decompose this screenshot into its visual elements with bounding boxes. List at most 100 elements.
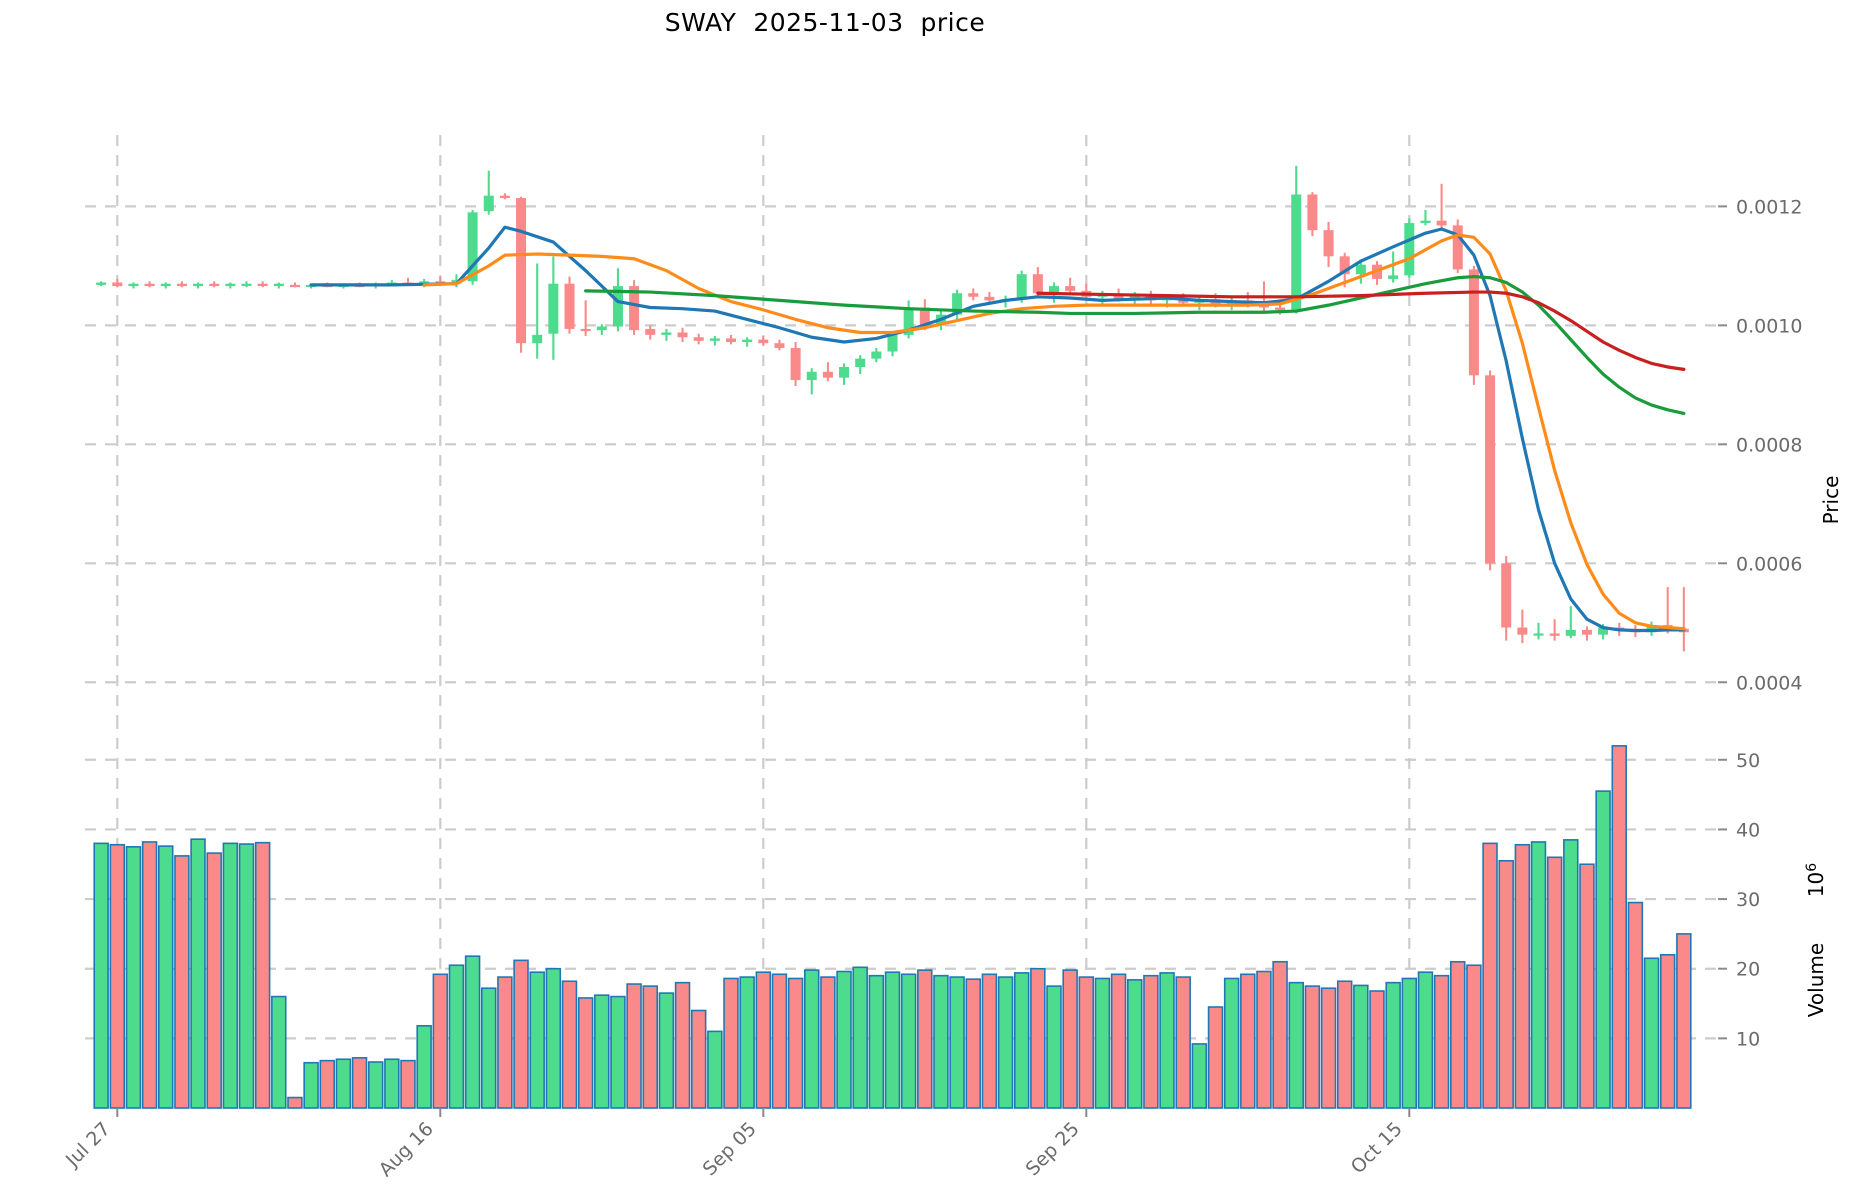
volume-bar[interactable] — [432, 973, 449, 1109]
candlestick[interactable] — [887, 332, 898, 357]
volume-bar[interactable] — [674, 981, 691, 1109]
volume-bar[interactable] — [884, 971, 901, 1109]
volume-bar[interactable] — [1046, 985, 1062, 1109]
volume-bar[interactable] — [1627, 901, 1644, 1109]
volume-bar[interactable] — [416, 1025, 432, 1109]
volume-bar[interactable] — [561, 980, 578, 1109]
volume-bar[interactable] — [755, 971, 772, 1109]
volume-bar[interactable] — [1013, 972, 1030, 1109]
volume-bar[interactable] — [529, 971, 545, 1109]
candlestick[interactable] — [1533, 622, 1544, 640]
candlestick[interactable] — [1501, 556, 1512, 641]
volume-bar[interactable] — [1450, 960, 1466, 1109]
volume-bar[interactable] — [965, 978, 981, 1109]
volume-bar[interactable] — [351, 1057, 368, 1109]
volume-bar[interactable] — [174, 855, 190, 1109]
candlestick[interactable] — [564, 276, 575, 334]
volume-bar[interactable] — [1676, 933, 1692, 1109]
volume-bar[interactable] — [1611, 745, 1627, 1109]
volume-bar[interactable] — [1595, 790, 1611, 1109]
candlestick[interactable] — [548, 256, 559, 360]
volume-bar[interactable] — [739, 976, 755, 1109]
volume-bar[interactable] — [367, 1061, 384, 1109]
volume-bar[interactable] — [868, 974, 885, 1109]
volume-bar[interactable] — [1579, 863, 1595, 1109]
volume-bar[interactable] — [1433, 974, 1450, 1109]
volume-bar[interactable] — [1159, 972, 1175, 1109]
volume-bar[interactable] — [1256, 970, 1272, 1109]
volume-bar[interactable] — [1320, 987, 1337, 1109]
candlestick[interactable] — [467, 209, 478, 285]
candlestick[interactable] — [903, 300, 914, 339]
volume-bar[interactable] — [1514, 843, 1531, 1109]
candlestick[interactable] — [596, 324, 607, 335]
volume-bar[interactable] — [545, 967, 562, 1109]
volume-bar[interactable] — [335, 1058, 352, 1109]
volume-bar[interactable] — [481, 987, 497, 1109]
candlestick[interactable] — [128, 282, 139, 289]
candlestick[interactable] — [273, 282, 284, 289]
volume-bar[interactable] — [852, 966, 868, 1109]
volume-bar[interactable] — [771, 973, 788, 1109]
volume-bar[interactable] — [981, 973, 998, 1109]
volume-bar[interactable] — [642, 985, 658, 1109]
candlestick[interactable] — [289, 282, 300, 288]
volume-bar[interactable] — [319, 1059, 335, 1109]
candlestick[interactable] — [241, 281, 252, 288]
volume-bar[interactable] — [1207, 1006, 1224, 1109]
candlestick[interactable] — [1549, 619, 1560, 641]
candlestick[interactable] — [1485, 370, 1496, 571]
candlestick-series[interactable] — [96, 165, 1689, 652]
volume-bar[interactable] — [1030, 967, 1046, 1109]
volume-bar[interactable] — [1336, 980, 1353, 1109]
volume-bar[interactable] — [190, 838, 206, 1109]
candlestick[interactable] — [774, 339, 785, 351]
candlestick[interactable] — [144, 281, 155, 288]
volume-bar[interactable] — [1127, 979, 1143, 1109]
volume-bar[interactable] — [125, 846, 142, 1109]
candlestick[interactable] — [1404, 218, 1415, 278]
candlestick[interactable] — [193, 282, 204, 289]
volume-bar[interactable] — [900, 973, 917, 1109]
volume-bar[interactable] — [1482, 842, 1498, 1109]
candlestick[interactable] — [871, 347, 882, 363]
candlestick[interactable] — [1226, 296, 1237, 310]
candlestick[interactable] — [1678, 587, 1689, 652]
volume-bar[interactable] — [804, 969, 820, 1109]
volume-bar[interactable] — [1369, 990, 1385, 1109]
volume-bar[interactable] — [1272, 960, 1288, 1109]
candlestick[interactable] — [499, 193, 510, 200]
volume-bar[interactable] — [836, 970, 852, 1109]
volume-bar[interactable] — [1288, 981, 1304, 1109]
volume-bar[interactable] — [610, 995, 626, 1109]
volume-bar[interactable] — [820, 976, 836, 1109]
volume-bar[interactable] — [1401, 977, 1418, 1109]
volume-bar[interactable] — [1078, 976, 1095, 1109]
volume-bar[interactable] — [626, 983, 642, 1109]
volume-bar[interactable] — [1498, 859, 1514, 1109]
volume-bar[interactable] — [1530, 841, 1547, 1109]
volume-bar[interactable] — [1563, 839, 1579, 1109]
candlestick[interactable] — [1436, 183, 1447, 231]
volume-bar[interactable] — [206, 852, 222, 1109]
candlestick[interactable] — [176, 281, 187, 288]
volume-bar[interactable] — [1643, 957, 1660, 1109]
volume-bar[interactable] — [723, 977, 739, 1109]
candlestick[interactable] — [209, 281, 220, 288]
volume-bar[interactable] — [997, 976, 1014, 1109]
candlestick[interactable] — [1452, 219, 1463, 274]
volume-bar[interactable] — [448, 964, 465, 1109]
volume-bar[interactable] — [513, 959, 529, 1109]
candlestick[interactable] — [758, 336, 769, 346]
volume-bar[interactable] — [93, 842, 109, 1109]
volume-bar[interactable] — [1223, 977, 1240, 1109]
candlestick[interactable] — [806, 368, 817, 395]
candlestick[interactable] — [1468, 265, 1479, 385]
candlestick[interactable] — [677, 327, 688, 343]
volume-bar[interactable] — [1062, 969, 1078, 1109]
volume-bar[interactable] — [1240, 973, 1256, 1109]
volume-bar[interactable] — [917, 969, 933, 1109]
candlestick[interactable] — [1517, 609, 1528, 643]
candlestick[interactable] — [483, 170, 494, 215]
candlestick[interactable] — [516, 196, 527, 353]
